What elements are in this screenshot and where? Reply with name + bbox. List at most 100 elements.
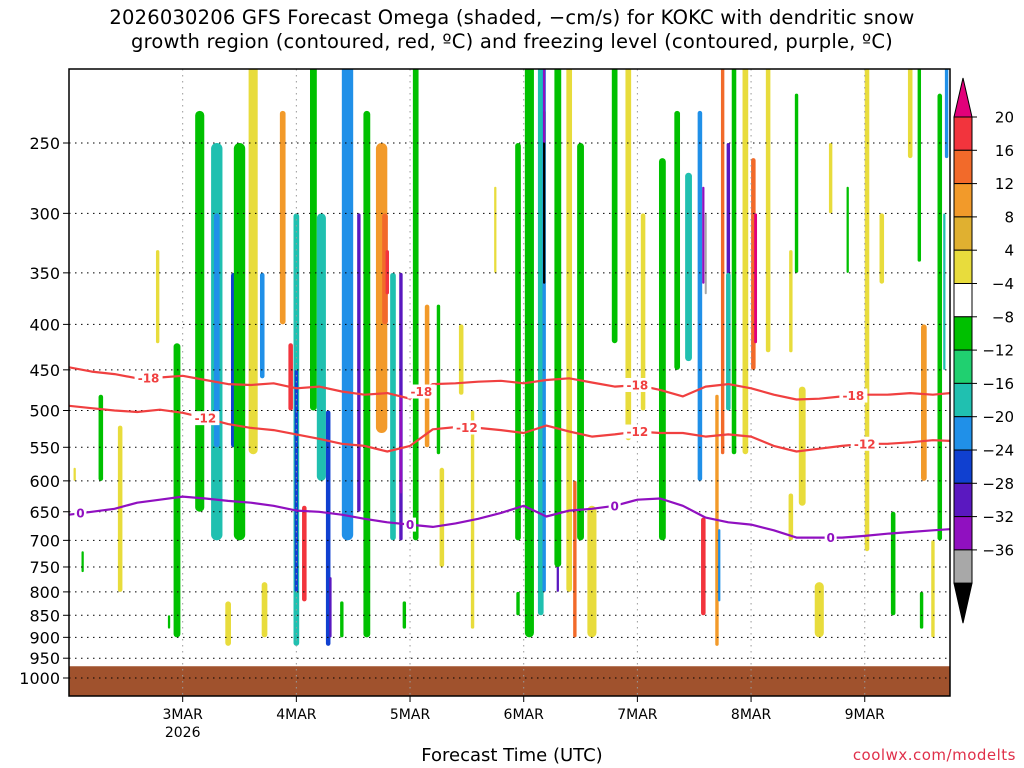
omega-cell bbox=[702, 186, 705, 284]
x-tick-label: 3MAR bbox=[163, 707, 204, 723]
x-tick-label: 4MAR bbox=[276, 707, 317, 723]
y-tick-label: 750 bbox=[29, 558, 60, 577]
contour-dendritic_minus18 bbox=[69, 366, 950, 401]
omega-cell bbox=[537, 69, 544, 616]
omega-cell bbox=[846, 186, 849, 273]
omega-cell bbox=[248, 69, 258, 455]
x-tick-label: 7MAR bbox=[617, 707, 658, 723]
omega-cell bbox=[685, 172, 692, 362]
omega-cell bbox=[390, 272, 396, 541]
x-tick-label: 8MAR bbox=[731, 707, 772, 723]
omega-cell bbox=[731, 69, 737, 455]
omega-cell bbox=[931, 540, 935, 638]
y-tick-label: 650 bbox=[29, 503, 60, 522]
colorbar-segment bbox=[953, 316, 973, 351]
contour-label: 0 bbox=[610, 499, 618, 513]
omega-cell bbox=[329, 577, 332, 638]
contour-label-bg bbox=[623, 424, 652, 439]
contour-label: -12 bbox=[627, 425, 649, 439]
omega-cell bbox=[279, 110, 286, 325]
contour-label-bg bbox=[850, 436, 879, 451]
contour-label-bg bbox=[839, 388, 868, 403]
y-tick-label: 300 bbox=[29, 204, 60, 223]
colorbar: 20 16 12 8 4 −4 −8 −12 −16 −20 −24 −28 −32 −36 bbox=[953, 77, 1014, 624]
x-axis-label: Forecast Time (UTC) bbox=[421, 745, 603, 766]
omega-cell bbox=[155, 250, 160, 344]
chart-title: 2026030206 GFS Forecast Omega (shaded, −… bbox=[0, 6, 1024, 54]
omega-cell bbox=[385, 250, 390, 295]
colorbar-label: −32 bbox=[982, 508, 1014, 526]
credit-link[interactable]: coolwx.com/modelts bbox=[852, 746, 1016, 764]
omega-cell bbox=[195, 110, 205, 512]
omega-cell bbox=[357, 213, 361, 512]
colorbar-label: −4 bbox=[992, 275, 1014, 293]
y-tick-label: 1000 bbox=[19, 669, 60, 688]
omega-cell bbox=[294, 369, 299, 592]
contour-label: -12 bbox=[195, 412, 217, 426]
omega-cell bbox=[814, 582, 824, 638]
contour-label: -18 bbox=[843, 389, 865, 403]
colorbar-segment bbox=[953, 516, 973, 551]
omega-cell bbox=[458, 324, 464, 395]
omega-cell bbox=[98, 394, 104, 481]
omega-cell bbox=[587, 505, 597, 638]
omega-cell bbox=[225, 601, 231, 646]
y-tick-label: 400 bbox=[29, 315, 60, 334]
y-tick-label: 500 bbox=[29, 402, 60, 421]
ground-below-surface bbox=[69, 666, 950, 696]
x-tick-label: 9MAR bbox=[845, 707, 886, 723]
omega-cell bbox=[704, 213, 707, 295]
contour-label-bg bbox=[191, 411, 220, 426]
omega-cell bbox=[798, 386, 806, 506]
y-tick-label: 950 bbox=[29, 649, 60, 668]
omega-cell bbox=[117, 425, 123, 592]
y-tick-label: 700 bbox=[29, 531, 60, 550]
contour-label: 0 bbox=[76, 507, 84, 521]
omega-cell bbox=[363, 110, 371, 638]
omega-cell bbox=[524, 69, 534, 638]
omega-cell bbox=[742, 69, 749, 455]
contour-label-bg bbox=[824, 530, 837, 545]
omega-cell bbox=[543, 110, 546, 284]
omega-cell bbox=[402, 601, 407, 629]
colorbar-top-arrow bbox=[953, 77, 973, 118]
omega-cell bbox=[794, 93, 799, 273]
contour-label: -12 bbox=[854, 437, 876, 451]
omega-cell bbox=[879, 213, 885, 284]
omega-cell bbox=[697, 110, 703, 481]
y-tick-label: 550 bbox=[29, 438, 60, 457]
colorbar-label: −16 bbox=[982, 375, 1014, 393]
contour-label: 0 bbox=[406, 518, 414, 532]
colorbar-label: −24 bbox=[982, 442, 1014, 460]
omega-cell bbox=[765, 69, 771, 353]
x-year-label: 2026 bbox=[165, 725, 201, 741]
omega-cell bbox=[316, 213, 326, 481]
colorbar-label: −28 bbox=[982, 475, 1014, 493]
y-tick-label: 350 bbox=[29, 264, 60, 283]
colorbar-segment bbox=[953, 549, 973, 584]
omega-cell bbox=[937, 93, 943, 541]
ground-layer bbox=[69, 666, 950, 696]
omega-cell bbox=[213, 213, 220, 448]
omega-cell bbox=[436, 304, 441, 455]
contour-label-bg bbox=[404, 517, 417, 532]
contour-label: -18 bbox=[627, 378, 649, 392]
omega-cell bbox=[566, 69, 573, 592]
colorbar-segment bbox=[953, 116, 973, 151]
colorbar-label: −20 bbox=[982, 408, 1014, 426]
colorbar-segment bbox=[953, 382, 973, 418]
omega-cell bbox=[917, 69, 922, 262]
omega-cell bbox=[720, 69, 725, 455]
omega-cell bbox=[309, 69, 317, 411]
omega-cell bbox=[439, 467, 445, 567]
omega-cell bbox=[382, 213, 388, 325]
omega-cell bbox=[907, 69, 913, 159]
y-tick-label: 800 bbox=[29, 583, 60, 602]
omega-cell bbox=[167, 615, 171, 629]
colorbar-bottom-arrow bbox=[953, 582, 973, 624]
colorbar-segment bbox=[953, 349, 973, 384]
chart-title-line-1: 2026030206 GFS Forecast Omega (shaded, −… bbox=[109, 6, 915, 29]
plot-frame bbox=[68, 68, 951, 697]
chart-title-line-2: growth region (contoured, red, ºC) and f… bbox=[131, 30, 893, 53]
